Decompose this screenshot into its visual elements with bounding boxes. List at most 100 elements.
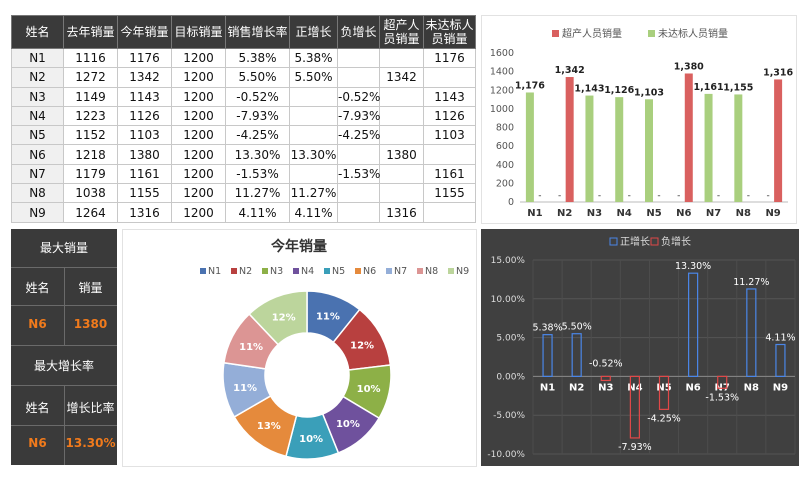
legend-label-positive: 正增长 <box>620 235 650 248</box>
table-cell <box>337 144 380 165</box>
legend-label-n3: N3 <box>270 266 283 277</box>
sales-bar-chart: 超产人员销量 未达标人员销量 0 200 400 600 800 1000 1200 1400 16… <box>490 27 794 219</box>
gap-label: - <box>747 191 750 201</box>
bar-positive-growth <box>775 343 786 378</box>
max-sales-name-label: 姓名 <box>25 281 50 295</box>
y-tick-label: 15.00% <box>491 256 526 266</box>
name-cell: N5 <box>11 125 64 146</box>
bar-data-label: 11.27% <box>733 277 769 288</box>
name-cell: N4 <box>11 105 64 127</box>
donut-slice-n9 <box>248 290 308 346</box>
table-cell: 1143 <box>117 86 172 107</box>
bar-under-target <box>645 99 653 202</box>
table-header-row: 姓名 去年销量 今年销量 目标销量 销售增长率 正增长 负增长 超产人员销量 未… <box>11 15 476 49</box>
legend-swatch-positive <box>609 237 618 246</box>
table-cell: 11.27% <box>289 183 338 204</box>
header-cell: 目标销量 <box>171 15 226 49</box>
y-tick-label: 0 <box>508 197 514 208</box>
table-cell: -0.52% <box>337 86 380 107</box>
table-cell: 1152 <box>63 125 118 146</box>
slice-data-label: 10% <box>336 419 360 430</box>
table-cell: 11.27% <box>225 183 290 204</box>
gap-label: - <box>717 191 720 201</box>
legend-swatch-n8 <box>417 268 423 274</box>
bar-data-label: 1,316 <box>763 67 793 78</box>
y-tick-label: -10.00% <box>487 450 525 460</box>
table-cell: 1200 <box>171 202 226 223</box>
legend-label-n4: N4 <box>301 266 314 277</box>
bar-under-target <box>734 94 743 202</box>
slice-data-label: 11% <box>239 342 263 353</box>
table-cell: 1200 <box>171 144 226 165</box>
table-row: N7 1179 1161 1200 -1.53% -1.53% 1161 <box>11 163 476 185</box>
header-cell: 正增长 <box>289 15 338 49</box>
x-tick-label: N1 <box>527 208 542 219</box>
table-cell: 5.50% <box>225 67 290 88</box>
table-row: N4 1223 1126 1200 -7.93% -7.93% 1126 <box>11 105 476 127</box>
x-tick-label: N4 <box>627 382 642 393</box>
table-cell: 1316 <box>117 202 172 223</box>
bar-data-label: 13.30% <box>675 261 711 272</box>
bar-under-target <box>585 95 594 202</box>
legend-swatch-under-target <box>648 30 655 37</box>
y-tick-label: 1600 <box>490 48 514 59</box>
x-tick-label: N8 <box>744 382 759 393</box>
table-cell <box>289 125 338 146</box>
bar-positive-growth <box>571 333 582 378</box>
table-cell: 1380 <box>379 144 424 165</box>
table-cell <box>337 183 380 204</box>
table-cell: 1103 <box>423 125 476 146</box>
table-cell: 1316 <box>379 202 424 223</box>
bar-positive-growth <box>542 334 553 377</box>
bar-data-label: -4.25% <box>647 413 681 424</box>
table-cell: 1380 <box>117 144 172 165</box>
x-tick-label: N9 <box>773 382 788 393</box>
table-cell: 4.11% <box>225 202 290 223</box>
bar-data-label: 1,155 <box>723 82 753 93</box>
x-tick-label: N6 <box>676 208 691 219</box>
x-tick-label: N3 <box>587 208 602 219</box>
bar-data-label: 1,342 <box>555 65 585 76</box>
bar-over-target <box>774 79 783 202</box>
table-cell: 5.50% <box>289 67 338 88</box>
legend-label-negative: 负增长 <box>661 235 691 248</box>
table-cell <box>289 86 338 107</box>
header-cell: 负增长 <box>337 15 380 49</box>
bar-negative-growth <box>629 375 640 439</box>
bar-under-target <box>704 93 713 202</box>
name-cell: N7 <box>11 163 64 185</box>
table-cell: 4.11% <box>289 202 338 223</box>
table-cell <box>379 86 424 107</box>
table-cell: 13.30% <box>289 144 338 165</box>
x-tick-label: N9 <box>765 208 780 219</box>
x-tick-label: N1 <box>540 382 555 393</box>
bar-over-target <box>684 73 693 202</box>
slice-data-label: 12% <box>350 340 374 351</box>
bar-positive-growth <box>746 288 757 378</box>
table-cell: 1342 <box>379 67 424 88</box>
x-tick-label: N8 <box>736 208 751 219</box>
table-row: N1 1116 1176 1200 5.38% 5.38% 1176 <box>11 47 476 69</box>
table-cell <box>289 105 338 127</box>
max-sales-value-label: 销量 <box>78 281 103 295</box>
y-tick-label: 10.00% <box>491 295 526 305</box>
name-cell: N1 <box>11 47 64 69</box>
table-cell: 1179 <box>63 163 118 185</box>
sales-table: 姓名 去年销量 今年销量 目标销量 销售增长率 正增长 负增长 超产人员销量 未… <box>11 15 476 223</box>
y-tick-label: 400 <box>496 160 514 171</box>
legend-swatch-over-target <box>552 30 559 37</box>
bar-under-target <box>525 92 534 202</box>
legend-label-n6: N6 <box>363 266 376 277</box>
legend-label-under-target: 未达标人员销量 <box>658 27 728 40</box>
gap-label: - <box>598 191 601 201</box>
table-cell: 1149 <box>63 86 118 107</box>
y-tick-label: 5.00% <box>496 334 525 344</box>
table-cell: 1200 <box>171 86 226 107</box>
table-cell: 1200 <box>171 183 226 204</box>
name-cell: N6 <box>11 144 64 165</box>
legend-swatch-n2 <box>231 268 237 274</box>
bar-data-label: -0.52% <box>589 358 623 369</box>
name-cell: N3 <box>11 86 64 107</box>
table-cell: 1223 <box>63 105 118 127</box>
bar-negative-growth <box>600 375 611 382</box>
